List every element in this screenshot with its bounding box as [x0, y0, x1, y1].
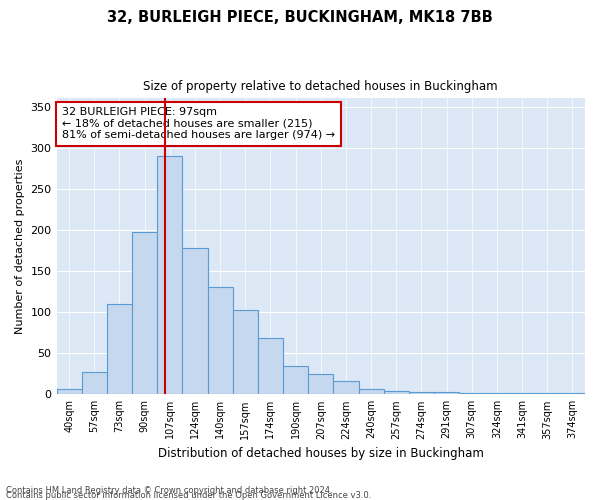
- Bar: [434, 392, 459, 394]
- Bar: [308, 374, 334, 394]
- Bar: [56, 390, 82, 394]
- Bar: [359, 388, 383, 394]
- Bar: [132, 232, 157, 394]
- Bar: [383, 391, 409, 394]
- Bar: [283, 366, 308, 394]
- Y-axis label: Number of detached properties: Number of detached properties: [15, 158, 25, 334]
- Text: 32, BURLEIGH PIECE, BUCKINGHAM, MK18 7BB: 32, BURLEIGH PIECE, BUCKINGHAM, MK18 7BB: [107, 10, 493, 25]
- Bar: [233, 310, 258, 394]
- Bar: [258, 338, 283, 394]
- Text: 32 BURLEIGH PIECE: 97sqm
← 18% of detached houses are smaller (215)
81% of semi-: 32 BURLEIGH PIECE: 97sqm ← 18% of detach…: [62, 107, 335, 140]
- Bar: [157, 156, 182, 394]
- Bar: [182, 248, 208, 394]
- Text: Contains HM Land Registry data © Crown copyright and database right 2024.: Contains HM Land Registry data © Crown c…: [6, 486, 332, 495]
- Bar: [409, 392, 434, 394]
- Bar: [107, 304, 132, 394]
- X-axis label: Distribution of detached houses by size in Buckingham: Distribution of detached houses by size …: [158, 447, 484, 460]
- Title: Size of property relative to detached houses in Buckingham: Size of property relative to detached ho…: [143, 80, 498, 93]
- Text: Contains public sector information licensed under the Open Government Licence v3: Contains public sector information licen…: [6, 491, 371, 500]
- Bar: [208, 288, 233, 395]
- Bar: [82, 372, 107, 394]
- Bar: [334, 381, 359, 394]
